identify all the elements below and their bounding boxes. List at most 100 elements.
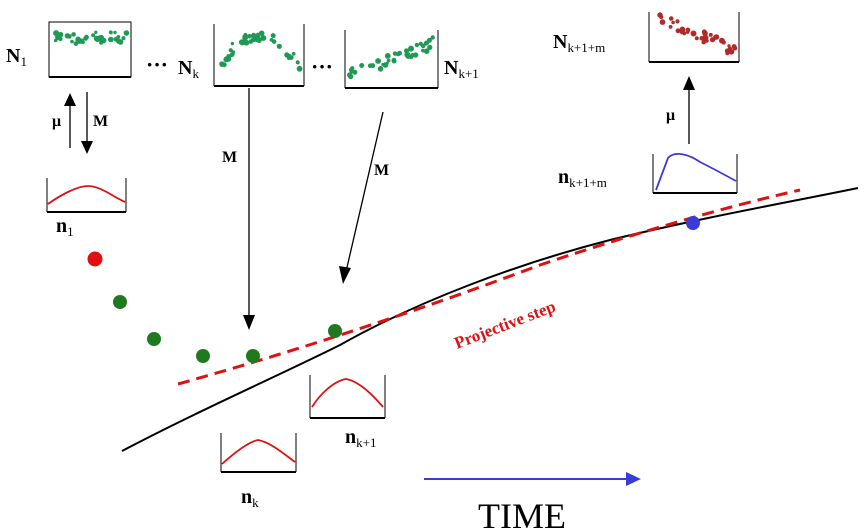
micro-box-nk1m [648, 12, 740, 63]
red-point [87, 251, 103, 267]
particle-dot [91, 33, 96, 38]
particle-dot [291, 51, 296, 56]
particle-dot [287, 53, 292, 59]
particle-dot [98, 34, 104, 40]
particle-dot [79, 38, 84, 43]
label-M-mid: M [222, 149, 237, 166]
particle-dot [93, 35, 100, 42]
green-point [246, 349, 260, 363]
lift-arrow-right [683, 76, 695, 144]
particle-dot [231, 50, 236, 55]
particle-dot [349, 67, 353, 72]
restrict-arrow-right [339, 111, 384, 284]
particle-dot [427, 44, 433, 51]
micro-box-nk [213, 24, 305, 87]
particle-dot [391, 58, 397, 64]
particle-dot [242, 34, 247, 39]
blue-point [686, 216, 700, 230]
density-profile-icon [47, 185, 126, 205]
particle-dot [408, 54, 414, 60]
particle-dot [108, 37, 112, 42]
particle-dot [229, 53, 234, 58]
particle-dot [413, 52, 419, 58]
particle-dot [682, 31, 687, 36]
density-box-nk1 [309, 375, 386, 419]
particle-dot [276, 43, 282, 49]
particle-dot [708, 32, 713, 37]
label-mu-right: μ [666, 107, 675, 124]
particle-dot [359, 63, 365, 68]
particle-dot [71, 32, 76, 37]
particle-dot [671, 20, 675, 25]
restrict-arrow-mid [243, 88, 255, 330]
particle-dot [386, 58, 391, 63]
particle-dot [367, 63, 373, 68]
particle-dot [659, 19, 666, 25]
green-point [113, 295, 127, 309]
green-point [328, 324, 342, 338]
particle-dot [377, 66, 384, 72]
label-nk: nk [241, 486, 259, 510]
particle-dot [67, 34, 72, 39]
particle-dot [269, 38, 274, 42]
particle-dot [384, 53, 391, 59]
particle-dot [423, 40, 429, 46]
label-N1: N1 [6, 45, 27, 69]
particle-dot [121, 36, 126, 41]
density-profile-icon [655, 153, 737, 191]
particle-dot [243, 39, 250, 46]
particle-dot [117, 39, 124, 45]
particle-dot [113, 36, 119, 42]
particle-dot [53, 30, 60, 37]
particle-ensemble-icon [219, 30, 303, 72]
particle-dot [123, 30, 130, 36]
particle-dot [260, 35, 267, 41]
particle-dot [423, 48, 430, 54]
particle-dot [108, 30, 113, 35]
label-M-left: M [93, 113, 108, 130]
particle-dot [668, 16, 674, 21]
time-arrow [424, 472, 641, 486]
particle-ensemble-icon [53, 30, 130, 46]
label-n1: n1 [56, 215, 74, 239]
particle-dot [347, 72, 353, 78]
particle-dot [421, 44, 426, 49]
lift-arrow-left [64, 93, 76, 148]
particle-dot [251, 32, 257, 38]
particle-dot [701, 29, 707, 35]
particle-dot [256, 32, 260, 36]
particle-dot [690, 30, 697, 37]
green-point [147, 332, 161, 346]
micro-box-nk1 [344, 30, 439, 89]
label-Nk: Nk [178, 57, 199, 81]
particle-dot [352, 69, 358, 75]
particle-dot [397, 50, 402, 56]
particle-dot [659, 14, 664, 20]
particle-dot [83, 36, 88, 41]
particle-dot [721, 40, 726, 45]
particle-dot [694, 36, 699, 41]
particle-dot [70, 39, 74, 44]
particle-dot [685, 30, 690, 34]
label-nk1m: nk+1+m [558, 166, 607, 190]
green-point [196, 349, 210, 363]
particle-dot [430, 35, 435, 40]
time-label: TIME [478, 496, 566, 531]
density-profile-icon [221, 439, 296, 465]
particle-dot [675, 19, 680, 24]
particle-dot [679, 26, 686, 33]
particle-ensemble-icon [657, 12, 738, 56]
label-M-right: M [374, 162, 389, 179]
particle-dot [113, 30, 117, 35]
particle-dot [731, 44, 737, 50]
particle-dot [247, 34, 252, 39]
dots-separator-1: ··· [146, 52, 168, 77]
particle-dot [668, 25, 673, 29]
density-box-n1 [46, 178, 127, 213]
particle-dot [418, 41, 423, 46]
label-mu-left: μ [52, 113, 61, 130]
label-Nk1m: Nk+1+m [553, 31, 605, 55]
density-box-nk1m [652, 153, 738, 194]
particle-dot [73, 41, 79, 46]
particle-dot [704, 38, 709, 43]
